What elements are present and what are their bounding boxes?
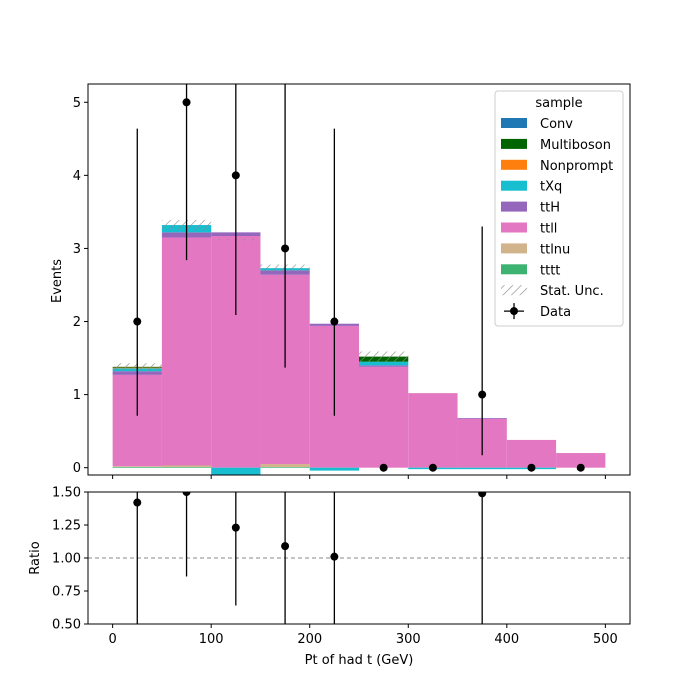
x-tick-label-3: 300 — [396, 632, 421, 647]
data-points — [133, 84, 585, 472]
ratio-y-tick-label-1: 0.75 — [52, 585, 81, 600]
legend-swatch-conv — [501, 118, 527, 128]
data-point-9 — [576, 463, 585, 472]
data-point-1 — [182, 98, 191, 107]
legend-label-stat-unc: Stat. Unc. — [540, 284, 604, 299]
ratio-panel: 0.50 0.75 1.00 1.25 1.50 0 100 200 300 400 500 Ra… — [28, 486, 631, 668]
stacked-bars — [112, 225, 606, 475]
data-point-0 — [133, 317, 142, 326]
legend-label-txq: tXq — [540, 180, 562, 195]
data-point-8 — [527, 463, 536, 472]
x-axis-label: Pt of had t (GeV) — [305, 653, 414, 668]
legend-label-ttll: ttll — [540, 222, 557, 237]
main-y-tick-label-2: 2 — [73, 315, 81, 330]
bar-ttlnu-bin-1 — [161, 465, 212, 467]
legend-entries: Conv Multiboson Nonprompt tXq ttH ttll ttlnu tt… — [501, 117, 613, 320]
ratio-point-0 — [133, 498, 142, 507]
data-point-2 — [231, 171, 240, 180]
ratio-point-5 — [478, 492, 487, 498]
legend-label-ttlnu: ttlnu — [540, 242, 570, 257]
legend-label-tth: ttH — [540, 201, 560, 216]
x-tick-label-0: 0 — [108, 632, 116, 647]
main-y-ticks: 0 1 2 3 4 5 — [73, 96, 88, 476]
stat-unc-band-bin-5 — [359, 351, 409, 362]
ratio-point-3 — [281, 542, 290, 551]
main-y-tick-label-3: 3 — [73, 242, 81, 257]
bar-ttll-bin-6 — [408, 393, 458, 468]
main-y-axis-label: Events — [50, 259, 65, 303]
legend-item-txq: tXq — [501, 180, 562, 195]
main-panel: 0 1 2 3 4 5 Events — [50, 83, 631, 479]
ratio-x-ticks: 0 100 200 300 400 500 — [108, 624, 618, 647]
ratio-point-4 — [330, 552, 339, 561]
legend-label-multiboson: Multiboson — [540, 138, 611, 153]
x-tick-label-4: 400 — [494, 632, 519, 647]
legend-swatch-ttlnu — [501, 243, 527, 254]
legend-swatch-nonprompt — [501, 159, 527, 170]
legend-label-nonprompt: Nonprompt — [540, 159, 613, 174]
main-y-tick-label-4: 4 — [73, 169, 81, 184]
legend-item-ttlnu: ttlnu — [501, 242, 570, 257]
legend-swatch-multiboson — [501, 138, 527, 149]
ratio-y-tick-label-4: 1.50 — [52, 486, 81, 501]
legend-item-conv: Conv — [501, 117, 573, 132]
data-point-7 — [478, 390, 487, 399]
legend: sample Conv Multiboson Nonprompt tXq ttH ttll… — [494, 90, 624, 327]
legend-label-data: Data — [540, 305, 571, 320]
legend-item-tth: ttH — [501, 201, 560, 216]
data-point-3 — [281, 244, 290, 253]
legend-item-nonprompt: Nonprompt — [501, 159, 613, 174]
bar-ttll-bin-1 — [161, 237, 212, 466]
x-tick-label-1: 100 — [199, 632, 224, 647]
legend-item-tttt: tttt — [501, 263, 560, 278]
ratio-points — [133, 492, 487, 624]
bar-ttlnu-bin-3 — [260, 464, 310, 467]
ratio-point-1 — [182, 492, 191, 496]
data-point-6 — [428, 463, 437, 472]
legend-item-multiboson: Multiboson — [501, 138, 611, 153]
bar-tth-bin-5 — [359, 365, 409, 367]
main-axes-frame — [87, 83, 631, 476]
main-y-tick-label-0: 0 — [73, 461, 81, 476]
bar-ttlnu-bin-0 — [112, 466, 162, 467]
legend-item-data: Data — [504, 303, 571, 320]
bar-txq-bin-2 — [211, 467, 261, 475]
ratio-y-axis-label: Ratio — [28, 541, 43, 574]
bar-ttll-bin-5 — [359, 366, 409, 468]
ratio-y-tick-label-3: 1.25 — [52, 519, 81, 534]
main-y-tick-label-5: 5 — [73, 96, 81, 111]
ratio-y-tick-label-0: 0.50 — [52, 618, 81, 633]
ratio-y-tick-label-2: 1.00 — [52, 552, 81, 567]
bar-txq-bin-7 — [457, 467, 507, 470]
data-point-4 — [330, 317, 339, 326]
legend-item-stat-unc: Stat. Unc. — [501, 284, 604, 299]
bar-tttt-bin-1 — [161, 466, 212, 468]
data-point-5 — [379, 463, 388, 472]
bar-ttll-bin-8 — [506, 439, 557, 468]
bar-txq-bin-5 — [359, 361, 409, 366]
legend-swatch-stat-unc — [501, 285, 527, 296]
bar-txq-bin-4 — [309, 467, 359, 471]
bar-tttt-bin-0 — [112, 466, 162, 468]
legend-swatch-tth — [501, 201, 527, 212]
main-x-ticks — [112, 475, 606, 479]
ratio-point-2 — [231, 523, 240, 532]
x-tick-label-5: 500 — [593, 632, 618, 647]
ratio-y-ticks: 0.50 0.75 1.00 1.25 1.50 — [52, 486, 88, 633]
main-y-tick-label-1: 1 — [73, 388, 81, 403]
bar-ttll-bin-9 — [556, 453, 606, 468]
legend-swatch-txq — [501, 180, 527, 191]
legend-swatch-tttt — [501, 264, 527, 275]
legend-marker-data — [510, 307, 518, 316]
x-tick-label-2: 200 — [297, 632, 322, 647]
legend-item-ttll: ttll — [501, 222, 557, 237]
legend-label-conv: Conv — [540, 117, 573, 132]
legend-swatch-ttll — [501, 222, 527, 233]
legend-title: sample — [535, 96, 582, 111]
legend-label-tttt: tttt — [540, 263, 560, 278]
bar-tttt-bin-3 — [260, 466, 310, 468]
